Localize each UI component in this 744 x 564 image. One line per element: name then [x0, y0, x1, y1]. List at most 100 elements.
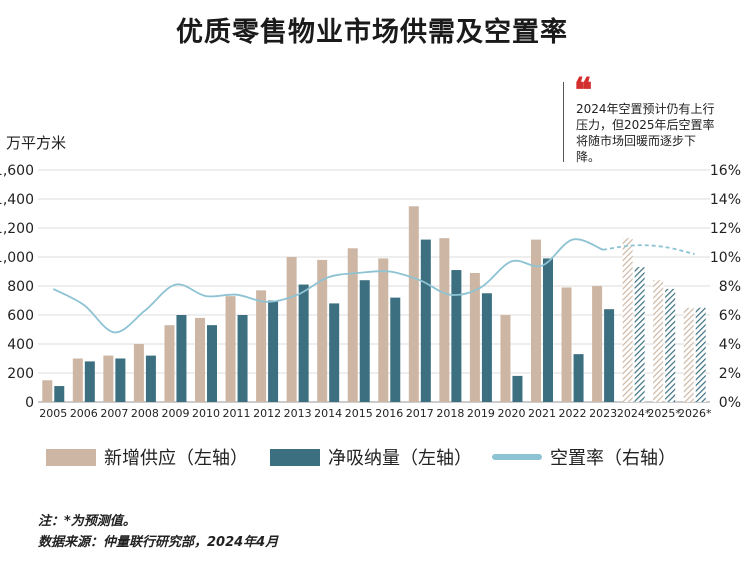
bar-absorption	[145, 355, 156, 402]
y-left-tick-label: 1,600	[0, 163, 34, 179]
x-tick-label: 2007	[100, 407, 128, 420]
y-right-tick-label: 4%	[719, 337, 741, 353]
x-tick-label: 2025*	[647, 407, 681, 420]
bar-absorption	[390, 297, 401, 402]
quote-mark-icon: ❝	[574, 71, 593, 111]
x-tick-label: 2020	[497, 407, 525, 420]
bar-absorption	[176, 315, 187, 402]
x-tick-label: 2006	[70, 407, 98, 420]
bar-absorption-forecast	[634, 267, 645, 402]
legend-item-vacancy: 空置率（右轴）	[492, 444, 676, 470]
y-right-tick-label: 12%	[710, 221, 741, 237]
y-left-tick-label: 1,200	[0, 221, 34, 237]
x-tick-label: 2024*	[617, 407, 651, 420]
bar-supply	[103, 355, 114, 402]
x-tick-label: 2010	[192, 407, 220, 420]
vacancy-line	[52, 238, 604, 334]
bar-supply-forecast	[683, 307, 694, 402]
bar-supply	[72, 358, 83, 402]
x-tick-label: 2023	[589, 407, 617, 420]
bar-supply	[561, 287, 572, 402]
bar-absorption	[512, 375, 523, 402]
bar-supply	[439, 238, 450, 402]
bar-supply	[408, 206, 419, 402]
y-left-tick-label: 1,400	[0, 192, 34, 208]
y-right-tick-label: 6%	[719, 308, 741, 324]
vacancy-line-forecast	[602, 244, 695, 255]
y-left-tick-label: 800	[7, 279, 34, 295]
bar-supply-forecast	[653, 280, 664, 402]
bar-supply	[256, 290, 267, 402]
y-right-tick-label: 14%	[710, 192, 741, 208]
bar-absorption	[481, 293, 492, 402]
x-tick-label: 2011	[223, 407, 251, 420]
legend-label-supply: 新增供应（左轴）	[104, 448, 248, 469]
legend: 新增供应（左轴） 净吸纳量（左轴） 空置率（右轴）	[46, 444, 726, 470]
y-right-tick-label: 10%	[710, 250, 741, 266]
legend-swatch-absorption	[270, 448, 320, 466]
bar-absorption-forecast	[665, 288, 676, 402]
x-tick-label: 2009	[161, 407, 189, 420]
bar-absorption	[420, 239, 431, 402]
bar-absorption-forecast	[695, 307, 706, 402]
bar-supply	[500, 315, 511, 402]
bar-absorption	[359, 280, 370, 402]
bar-supply	[347, 248, 358, 402]
x-tick-label: 2016	[375, 407, 403, 420]
legend-item-supply: 新增供应（左轴）	[46, 444, 248, 470]
bar-absorption	[573, 354, 584, 402]
x-tick-label: 2018	[436, 407, 464, 420]
bar-supply	[469, 272, 480, 402]
bar-supply	[531, 239, 541, 402]
bar-absorption	[268, 300, 279, 402]
bar-supply	[317, 259, 328, 402]
bar-absorption	[298, 284, 309, 402]
x-tick-label: 2019	[467, 407, 495, 420]
callout-box: ❝ 2024年空置预计仍有上行压力，但2025年后空置率将随市场回暖而逐步下降。	[563, 74, 715, 164]
y-left-tick-label: 400	[7, 337, 34, 353]
legend-label-vacancy: 空置率（右轴）	[550, 448, 676, 469]
footnote: 注：*为预测值。	[38, 514, 136, 529]
y-axis-unit-label: 万平方米	[6, 134, 67, 152]
y-left-tick-label: 600	[7, 308, 34, 324]
x-tick-label: 2021	[528, 407, 556, 420]
legend-item-absorption: 净吸纳量（左轴）	[270, 444, 472, 470]
y-left-tick-label: 1,000	[0, 250, 34, 266]
bar-supply	[286, 257, 297, 402]
bar-absorption	[237, 315, 248, 402]
bar-absorption	[84, 361, 95, 402]
bar-supply-forecast	[622, 238, 633, 402]
bar-absorption	[451, 270, 462, 402]
legend-swatch-vacancy	[492, 454, 542, 460]
bar-supply	[42, 380, 53, 402]
y-right-tick-label: 16%	[710, 163, 741, 179]
x-tick-label: 2012	[253, 407, 281, 420]
x-tick-label: 2017	[406, 407, 434, 420]
x-tick-label: 2022	[559, 407, 587, 420]
bar-supply	[164, 325, 175, 402]
bar-absorption	[115, 358, 126, 402]
y-right-tick-label: 0%	[719, 395, 741, 411]
callout-text: 2024年空置预计仍有上行压力，但2025年后空置率将随市场回暖而逐步下降。	[576, 102, 715, 164]
x-tick-label: 2005	[39, 407, 67, 420]
bar-supply	[378, 258, 389, 402]
y-right-tick-label: 8%	[719, 279, 741, 295]
x-tick-label: 2026*	[678, 407, 712, 420]
y-left-tick-label: 200	[7, 366, 34, 382]
bar-supply	[195, 317, 205, 402]
x-tick-label: 2015	[345, 407, 373, 420]
y-left-tick-label: 0	[25, 395, 34, 411]
bar-absorption	[543, 258, 553, 402]
bar-absorption	[207, 325, 217, 402]
chart-title: 优质零售物业市场供需及空置率	[176, 17, 568, 48]
legend-swatch-supply	[46, 448, 96, 466]
bar-supply	[133, 344, 144, 402]
bar-supply	[592, 286, 603, 402]
chart-area: 0 0% 200 2% 400 4% 600 6% 800 8% 1,000 10% 1,200 12% 1…	[0, 163, 741, 420]
y-right-tick-label: 2%	[719, 366, 741, 382]
bar-supply	[225, 296, 236, 402]
data-source: 数据来源：仲量联行研究部，2024年4月	[38, 535, 279, 550]
x-tick-label: 2013	[284, 407, 312, 420]
x-tick-label: 2014	[314, 407, 342, 420]
bar-absorption	[604, 309, 615, 402]
